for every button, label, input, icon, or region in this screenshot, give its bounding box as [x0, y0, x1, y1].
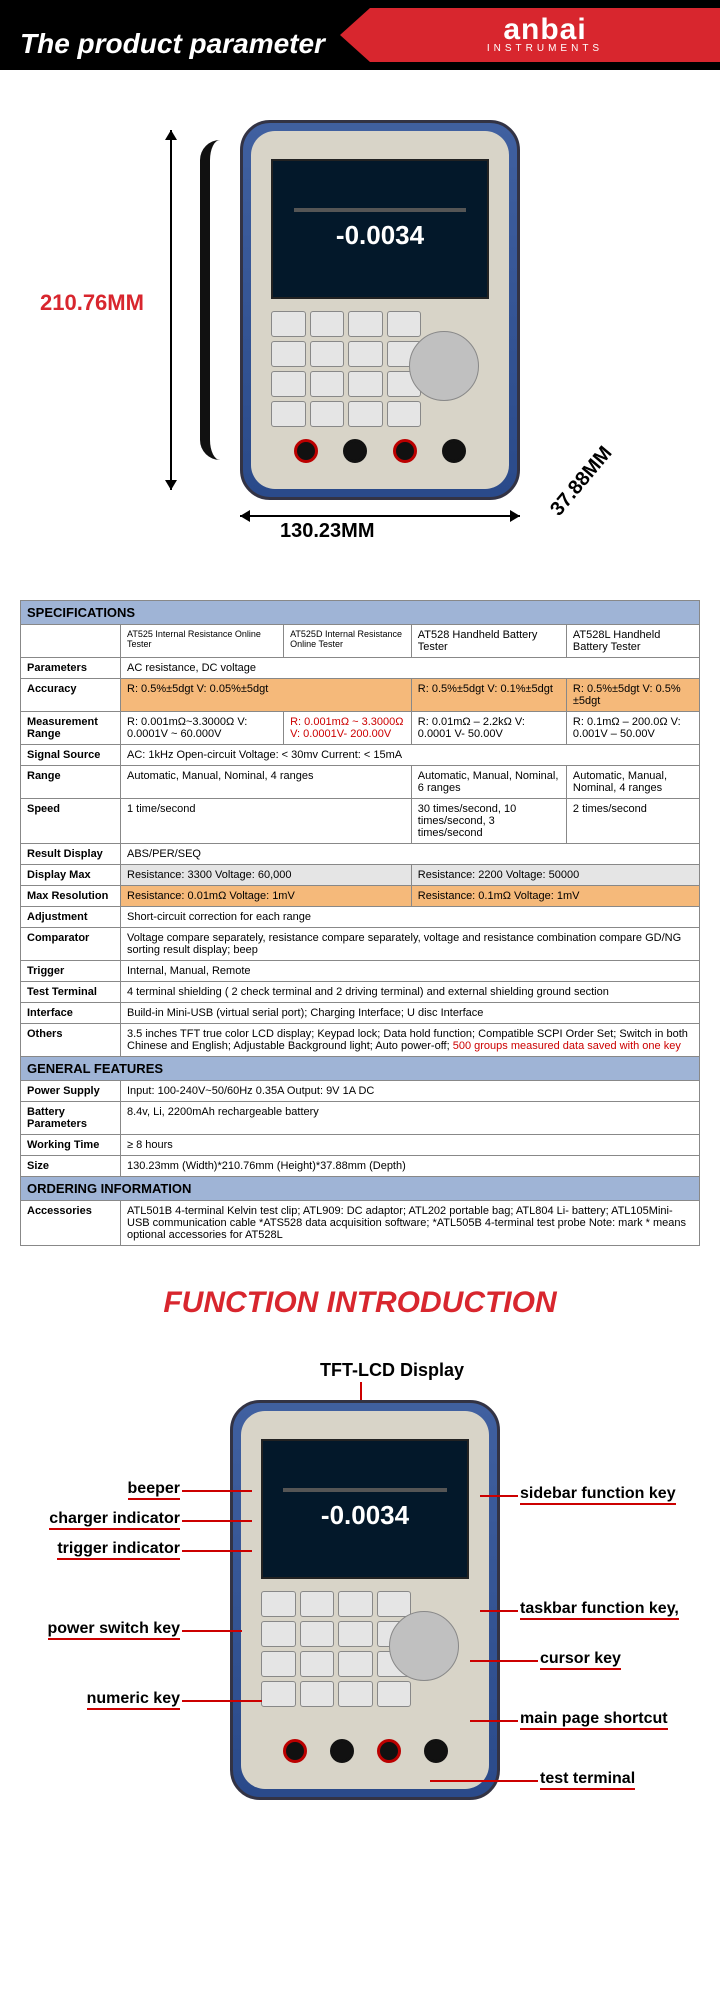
spec-param: Range — [21, 766, 121, 799]
spec-val: Short-circuit correction for each range — [121, 907, 700, 928]
dim-label-depth: 37.88MM — [546, 442, 617, 521]
callout-trigger: trigger indicator — [10, 1540, 180, 1558]
section-general: GENERAL FEATURES — [21, 1057, 700, 1081]
callout-terminal: test terminal — [540, 1770, 635, 1788]
device-illustration-2: -0.0034 — [230, 1400, 500, 1800]
spec-val: 4 terminal shielding ( 2 check terminal … — [121, 982, 700, 1003]
col-hdr-2: AT528 Handheld Battery Tester — [411, 625, 566, 658]
spec-val: Internal, Manual, Remote — [121, 961, 700, 982]
spec-val: Voltage compare separately, resistance c… — [121, 928, 700, 961]
col-hdr-1: AT525D Internal Resistance Online Tester — [284, 625, 412, 658]
spec-val: 3.5 inches TFT true color LCD display; K… — [121, 1024, 700, 1057]
gen-val: 130.23mm (Width)*210.76mm (Height)*37.88… — [121, 1156, 700, 1177]
col-hdr-0: AT525 Internal Resistance Online Tester — [121, 625, 284, 658]
gen-val: 8.4v, Li, 2200mAh rechargeable battery — [121, 1102, 700, 1135]
col-hdr-3: AT528L Handheld Battery Tester — [566, 625, 699, 658]
spec-param: Test Terminal — [21, 982, 121, 1003]
dim-label-width: 130.23MM — [280, 520, 375, 543]
function-title: FUNCTION INTRODUCTION — [0, 1286, 720, 1320]
callout-charger: charger indicator — [10, 1510, 180, 1528]
spec-param: Max Resolution — [21, 886, 121, 907]
tft-label: TFT-LCD Display — [320, 1360, 464, 1381]
gen-param: Battery Parameters — [21, 1102, 121, 1135]
spec-param: Parameters — [21, 658, 121, 679]
spec-val: Automatic, Manual, Nominal, 4 ranges — [121, 766, 412, 799]
spec-val: R: 0.01mΩ – 2.2kΩ V: 0.0001 V- 50.00V — [411, 712, 566, 745]
gen-param: Power Supply — [21, 1081, 121, 1102]
spec-val: 1 time/second — [121, 799, 412, 844]
spec-val: Automatic, Manual, Nominal, 4 ranges — [566, 766, 699, 799]
callout-numeric: numeric key — [30, 1690, 180, 1708]
gen-val: ≥ 8 hours — [121, 1135, 700, 1156]
spec-val: AC resistance, DC voltage — [121, 658, 700, 679]
spec-param: Signal Source — [21, 745, 121, 766]
device-illustration: -0.0034 — [240, 120, 520, 500]
brand-badge: anbai INSTRUMENTS — [370, 8, 720, 62]
spec-val: Automatic, Manual, Nominal, 6 ranges — [411, 766, 566, 799]
callout-sidebar: sidebar function key — [520, 1485, 676, 1503]
spec-param: Trigger — [21, 961, 121, 982]
brand-sub: INSTRUMENTS — [487, 43, 603, 54]
keypad — [271, 311, 421, 427]
dimension-figure: 210.76MM -0.0034 130.23MM 37.88MM — [0, 90, 720, 570]
order-param: Accessories — [21, 1201, 121, 1246]
dpad — [409, 331, 479, 401]
spec-val: Resistance: 3300 Voltage: 60,000 — [121, 865, 412, 886]
callout-power: power switch key — [10, 1620, 180, 1638]
spec-param: Accuracy — [21, 679, 121, 712]
section-ordering: ORDERING INFORMATION — [21, 1177, 700, 1201]
spec-val: R: 0.001mΩ~3.3000Ω V: 0.0001V ~ 60.000V — [121, 712, 284, 745]
spec-val: R: 0.1mΩ – 200.0Ω V: 0.001V – 50.00V — [566, 712, 699, 745]
spec-param: Measurement Range — [21, 712, 121, 745]
callout-taskbar: taskbar function key, — [520, 1600, 679, 1618]
gen-param: Size — [21, 1156, 121, 1177]
spec-val: 30 times/second, 10 times/second, 3 time… — [411, 799, 566, 844]
spec-val: R: 0.5%±5dgt V: 0.1%±5dgt — [411, 679, 566, 712]
dim-label-height: 210.76MM — [40, 290, 144, 316]
header-banner: The product parameter anbai INSTRUMENTS — [0, 0, 720, 70]
spec-val: Resistance: 2200 Voltage: 50000 — [411, 865, 699, 886]
spec-param: Comparator — [21, 928, 121, 961]
gen-val: Input: 100-240V~50/60Hz 0.35A Output: 9V… — [121, 1081, 700, 1102]
spec-val: Build-in Mini-USB (virtual serial port);… — [121, 1003, 700, 1024]
spec-val: Resistance: 0.1mΩ Voltage: 1mV — [411, 886, 699, 907]
spec-val: R: 0.5%±5dgt V: 0.05%±5dgt — [121, 679, 412, 712]
callout-mainpage: main page shortcut — [520, 1710, 668, 1728]
order-val: ATL501B 4-terminal Kelvin test clip; ATL… — [121, 1201, 700, 1246]
dim-line-vertical — [170, 130, 172, 490]
function-figure: TFT-LCD Display -0.0034 beeper charger i… — [0, 1330, 720, 1910]
dim-line-horizontal — [240, 515, 520, 517]
callout-beeper: beeper — [50, 1480, 180, 1498]
spec-val: AC: 1kHz Open-circuit Voltage: < 30mv Cu… — [121, 745, 700, 766]
spec-table: SPECIFICATIONS AT525 Internal Resistance… — [20, 600, 700, 1246]
spec-val: R: 0.001mΩ ~ 3.3000Ω V: 0.0001V- 200.00V — [284, 712, 412, 745]
spec-val: ABS/PER/SEQ — [121, 844, 700, 865]
screen-value: -0.0034 — [336, 220, 424, 251]
brand-name: anbai — [503, 16, 586, 43]
gen-param: Working Time — [21, 1135, 121, 1156]
banner-title: The product parameter — [0, 28, 325, 70]
device-screen: -0.0034 — [271, 159, 489, 299]
spec-val: 2 times/second — [566, 799, 699, 844]
spec-param: Speed — [21, 799, 121, 844]
ports — [281, 431, 479, 471]
spec-param: Adjustment — [21, 907, 121, 928]
section-specifications: SPECIFICATIONS — [21, 601, 700, 625]
spec-param: Result Display — [21, 844, 121, 865]
spec-val: Resistance: 0.01mΩ Voltage: 1mV — [121, 886, 412, 907]
device-strap — [200, 140, 240, 460]
spec-param: Others — [21, 1024, 121, 1057]
spec-val: R: 0.5%±5dgt V: 0.5%±5dgt — [566, 679, 699, 712]
spec-param: Interface — [21, 1003, 121, 1024]
callout-cursor: cursor key — [540, 1650, 621, 1668]
spec-param: Display Max — [21, 865, 121, 886]
